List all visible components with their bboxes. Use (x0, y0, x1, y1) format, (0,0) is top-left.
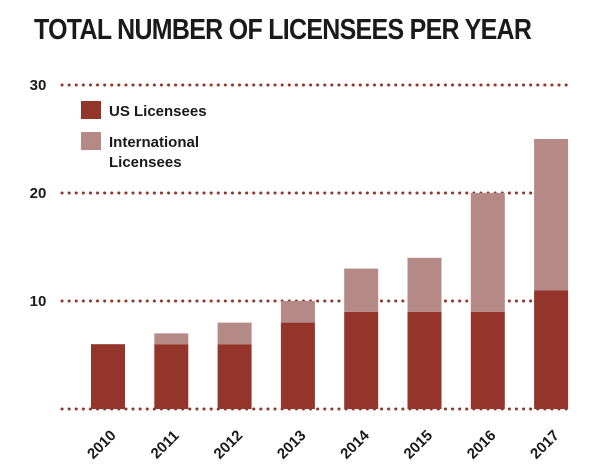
bar-international-segment (407, 257, 442, 312)
bar-international-segment (217, 322, 252, 345)
bar-us-segment (91, 344, 125, 409)
bars (91, 139, 569, 409)
y-tick-label: 30 (30, 77, 47, 94)
x-tick-label: 2016 (464, 427, 500, 463)
gridlines (60, 83, 570, 411)
bar-us-segment (534, 290, 569, 409)
bar-us-segment (344, 311, 379, 409)
chart-title: TOTAL NUMBER OF LICENSEES PER YEAR (34, 14, 532, 46)
y-tick-labels: 10 20 30 (30, 77, 47, 310)
bar-us-segment (154, 344, 189, 409)
x-tick-label: 2017 (527, 427, 563, 463)
bar-international-segment (470, 193, 505, 312)
x-tick-label: 2013 (274, 427, 310, 463)
legend: US Licensees International Licensees (81, 101, 207, 171)
x-tick-label: 2011 (148, 427, 183, 462)
y-tick-label: 20 (30, 185, 47, 202)
legend-label-us: US Licensees (109, 103, 207, 120)
legend-swatch-international (81, 132, 101, 150)
legend-swatch-us (81, 101, 101, 119)
bar-us-segment (280, 322, 315, 409)
bar-us-segment (217, 344, 252, 409)
legend-label-line: Licensees (109, 154, 182, 171)
bar-international-segment (154, 333, 189, 345)
x-tick-label: 2015 (401, 427, 437, 463)
legend-label-international: International Licensees (109, 134, 199, 171)
bar-international-segment (344, 268, 379, 312)
x-tick-label: 2012 (211, 427, 247, 463)
bar-international-segment (534, 139, 569, 291)
bar-us-segment (407, 311, 442, 409)
x-tick-label: 2010 (84, 427, 120, 463)
y-tick-label: 10 (30, 293, 47, 310)
bar-international-segment (280, 301, 315, 323)
x-tick-label: 2014 (337, 427, 373, 463)
bar-us-segment (470, 311, 505, 409)
legend-label-line: International (109, 134, 199, 151)
x-tick-labels: 2010 2011 2012 2013 2014 2015 2016 2017 (84, 427, 563, 463)
